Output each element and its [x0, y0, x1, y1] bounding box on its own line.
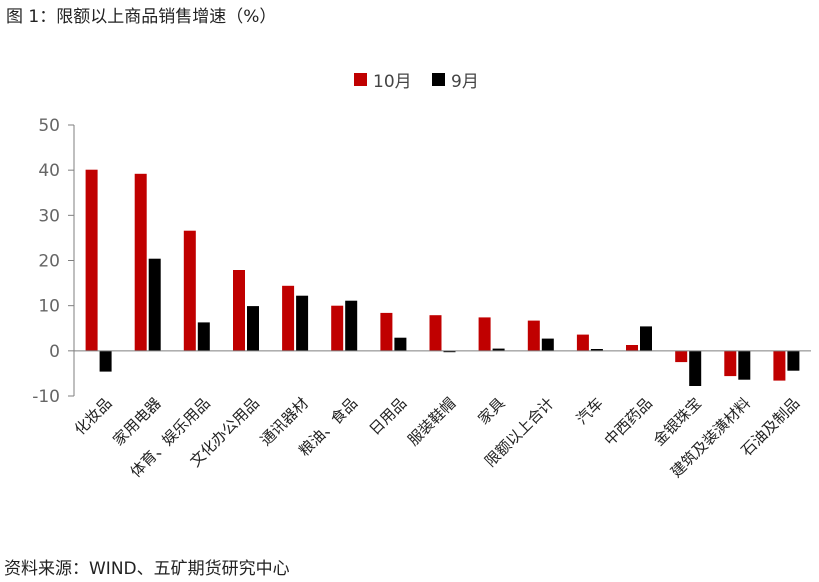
- legend: 10月 9月: [354, 72, 479, 92]
- bar-sep: [787, 351, 799, 371]
- y-tick-label: 30: [38, 206, 60, 226]
- bar-sep: [247, 306, 259, 351]
- y-axis: -10 0 10 20 30 40 50: [32, 116, 74, 407]
- bar-sep: [640, 326, 652, 350]
- bar-sep: [198, 322, 210, 351]
- x-tick-label: 汽车: [573, 394, 607, 428]
- bar-oct: [184, 231, 196, 351]
- bar-oct: [331, 306, 343, 351]
- x-tick-label: 中西药品: [601, 394, 656, 449]
- x-tick-label: 日用品: [366, 394, 411, 439]
- bar-chart: 10月 9月 -10 0 10 20 30 40 50 化妆品家用电器体育、娱乐用品文化办公…: [0, 0, 819, 550]
- bar-sep: [394, 338, 406, 351]
- bar-oct: [233, 270, 245, 351]
- source-note: 资料来源：WIND、五矿期货研究中心: [4, 554, 290, 579]
- x-tick-label: 化妆品: [71, 394, 116, 439]
- bar-sep: [542, 339, 554, 351]
- bar-sep: [738, 351, 750, 380]
- y-tick-label: -10: [32, 387, 60, 407]
- bar-oct: [528, 321, 540, 351]
- x-tick-label: 服装鞋帽: [404, 394, 459, 449]
- y-tick-label: 0: [49, 342, 60, 362]
- bar-oct: [773, 351, 785, 381]
- legend-swatch-oct: [354, 73, 367, 86]
- bar-sep: [100, 351, 112, 372]
- bar-oct: [86, 170, 98, 351]
- legend-swatch-sep: [432, 73, 445, 86]
- bar-oct: [724, 351, 736, 376]
- bar-sep: [689, 351, 701, 386]
- legend-label-sep: 9月: [451, 72, 479, 92]
- bar-oct: [135, 174, 147, 351]
- bar-oct: [626, 345, 638, 351]
- legend-label-oct: 10月: [373, 72, 412, 92]
- y-tick-label: 10: [38, 297, 60, 317]
- y-tick-label: 50: [38, 116, 60, 136]
- bar-oct: [675, 351, 687, 362]
- bar-oct: [479, 317, 491, 350]
- x-tick-label: 家具: [475, 394, 509, 428]
- bar-sep: [149, 259, 161, 351]
- bar-sep: [345, 301, 357, 351]
- bar-oct: [430, 315, 442, 351]
- bar-oct: [380, 313, 392, 351]
- bar-oct: [282, 286, 294, 351]
- y-tick-label: 20: [38, 252, 60, 272]
- bar-sep: [296, 296, 308, 351]
- y-tick-label: 40: [38, 161, 60, 181]
- bar-oct: [577, 335, 589, 351]
- bars: [86, 170, 800, 386]
